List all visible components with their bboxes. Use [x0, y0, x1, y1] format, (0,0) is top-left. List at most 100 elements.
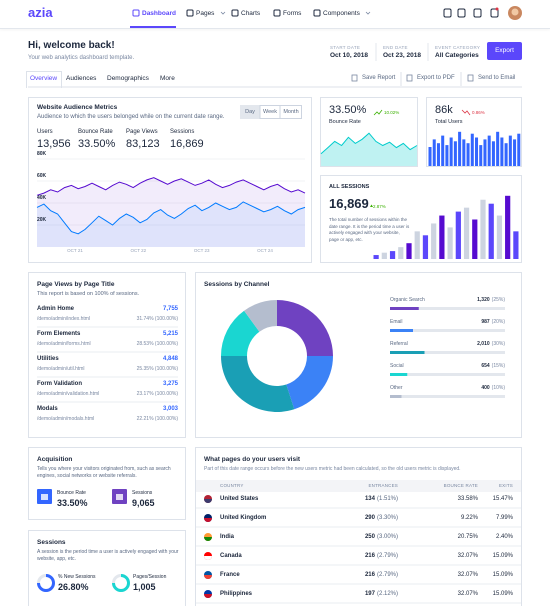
bar: [483, 139, 487, 166]
country-name: United States: [220, 496, 259, 502]
bar: [508, 135, 512, 166]
filter-label: START DATE: [330, 45, 361, 50]
donut-segment: [286, 356, 333, 410]
filter-label: END DATE: [383, 45, 408, 50]
y-tick-label: 60K: [37, 173, 47, 179]
up-arrow: [370, 204, 373, 207]
exits: 7.99%: [495, 515, 513, 521]
card-subtitle: This report is based on 100% of sessions…: [37, 291, 140, 297]
legend-label: Other: [390, 385, 403, 391]
tab[interactable]: Demographics: [107, 75, 149, 82]
filter-value[interactable]: All Categories: [435, 52, 479, 59]
tab[interactable]: Overview: [30, 75, 58, 82]
tab[interactable]: More: [160, 75, 175, 82]
bar: [428, 147, 432, 166]
period-button[interactable]: Month: [283, 109, 299, 115]
entrances-share: (2.12%): [376, 591, 398, 597]
value-group: 654 (15%): [481, 363, 505, 369]
bounce-card: [320, 97, 418, 167]
tab-action[interactable]: Save Report: [362, 75, 396, 81]
nav-item[interactable]: Forms: [283, 10, 302, 17]
header-icon: [490, 8, 499, 18]
bar: [453, 141, 457, 166]
metric-label: Users: [37, 129, 53, 135]
y-tick-label: 80K: [37, 151, 47, 157]
page-name: Admin Home: [37, 306, 75, 312]
welcome-subtitle: Your web analytics dashboard template.: [28, 55, 135, 61]
nav-item[interactable]: Pages: [196, 10, 215, 17]
metric-value: 16,869: [170, 138, 204, 150]
flag-stripe: [204, 537, 212, 541]
trend-icon: [373, 109, 383, 116]
card-title: Acquisition: [37, 456, 73, 463]
legend-bar: [390, 373, 408, 376]
metric-value: 13,956: [37, 138, 71, 150]
bounce-rate: 33.58%: [457, 496, 478, 502]
nav-icon: [313, 9, 321, 17]
export-button[interactable]: [487, 42, 522, 60]
page-url: /demo/admin/modals.html: [37, 416, 95, 422]
entrances-share: (3.30%): [376, 515, 398, 521]
audience-card: [28, 97, 312, 263]
nav-item[interactable]: Components: [323, 10, 360, 17]
tab[interactable]: Audiences: [66, 75, 97, 82]
stat-label: Sessions: [132, 490, 153, 496]
filter-value[interactable]: Oct 23, 2018: [383, 52, 421, 59]
card-title: Sessions: [37, 539, 66, 546]
exits: 2.40%: [495, 534, 513, 540]
export-label[interactable]: Export: [495, 47, 514, 54]
card-title: Website Audience Metrics: [37, 104, 118, 111]
nav-icon: [132, 9, 140, 17]
entrances: 250: [364, 534, 375, 540]
stat-value: 9,065: [132, 498, 155, 508]
channel-share: (30%): [491, 341, 505, 347]
page-views-card: [28, 272, 186, 438]
nav-item[interactable]: Charts: [241, 10, 261, 17]
avatar-face: [511, 8, 519, 16]
period-button[interactable]: Week: [263, 109, 277, 115]
bar: [406, 243, 412, 259]
entrances-share: (2.79%): [376, 553, 398, 559]
channel-share: (20%): [491, 319, 505, 325]
trend-icon: [461, 109, 471, 116]
bar: [441, 135, 445, 166]
acquisition-card: [28, 447, 186, 520]
flag-stripe: [204, 556, 212, 560]
card-title: ALL SESSIONS: [329, 184, 370, 190]
filter-value[interactable]: Oct 10, 2018: [330, 52, 368, 59]
tab-action[interactable]: Export to PDF: [417, 75, 455, 81]
value-group: 216 (2.79%): [365, 572, 398, 578]
header-icon: [443, 8, 452, 18]
bar: [491, 141, 495, 166]
metric-label: Sessions: [170, 129, 195, 135]
bar: [436, 143, 440, 166]
entrances: 216: [364, 553, 375, 559]
tab-action[interactable]: Send to Email: [478, 75, 516, 81]
legend-bar: [390, 307, 419, 310]
bounce-rate: 32.07%: [457, 553, 478, 559]
y-tick-label: 20K: [37, 217, 47, 223]
filter-label: EVENT CATEGORY: [435, 45, 481, 50]
countries-card: [195, 447, 522, 606]
metric-value: 33.50%: [78, 138, 116, 150]
metric-value: 83,123: [126, 138, 160, 150]
card-title: Sessions by Channel: [204, 281, 270, 288]
bar: [389, 251, 396, 259]
kpi-label: Total Users: [435, 119, 463, 125]
logo[interactable]: azia: [28, 5, 53, 20]
entrances: 216: [364, 572, 375, 578]
value-group: 987 (20%): [481, 319, 505, 325]
stat-value: 1,005: [133, 582, 156, 592]
stat-icon-glyph: [116, 494, 123, 500]
entrances-share: (3.00%): [376, 534, 398, 540]
nav-item[interactable]: Dashboard: [142, 10, 176, 17]
period-button[interactable]: Day: [245, 109, 255, 115]
donut-segment: [221, 356, 295, 412]
channel-count: 1,320: [477, 297, 490, 303]
bar: [432, 139, 436, 166]
channel-count: 987: [481, 319, 490, 325]
period-active: [240, 105, 260, 119]
bar: [462, 139, 466, 166]
y-tick-label: 40K: [37, 195, 47, 201]
